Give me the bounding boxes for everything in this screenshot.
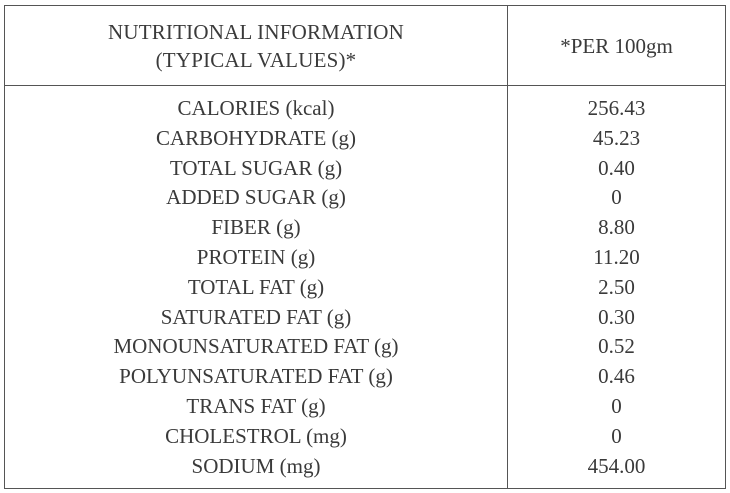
nutrition-table: NUTRITIONAL INFORMATION (TYPICAL VALUES)… [4,5,726,489]
table-row: POLYUNSATURATED FAT (g) 0.46 [5,362,725,392]
table-row: TOTAL FAT (g) 2.50 [5,273,725,303]
nutrient-label: TOTAL FAT (g) [187,274,325,299]
nutrient-value: 256.43 [587,96,646,120]
nutrient-label: CARBOHYDRATE (g) [155,125,357,150]
nutrient-label: SATURATED FAT (g) [160,304,352,329]
table-body: CALORIES (kcal) 256.43 CARBOHYDRATE (g) … [5,94,725,481]
nutrient-label: TRANS FAT (g) [186,393,326,418]
nutrient-value: 454.00 [587,453,646,478]
column-divider [507,6,508,488]
table-header-row: NUTRITIONAL INFORMATION (TYPICAL VALUES)… [5,6,725,86]
nutrient-value: 0.52 [598,334,635,359]
nutrient-value: 11.20 [593,244,640,269]
header-nutrient-subtitle: (TYPICAL VALUES)* [155,48,357,72]
nutrient-value: 0 [611,423,622,448]
header-nutrient-title: NUTRITIONAL INFORMATION [107,20,405,44]
nutrient-label: POLYUNSATURATED FAT (g) [119,364,393,389]
table-row: MONOUNSATURATED FAT (g) 0.52 [5,332,725,362]
nutrient-label: MONOUNSATURATED FAT (g) [113,334,399,359]
nutrient-value: 0 [611,185,622,210]
table-row: PROTEIN (g) 11.20 [5,243,725,273]
header-value-title: *PER 100gm [560,33,673,58]
nutrient-value: 2.50 [598,274,635,299]
header-nutrient-column: NUTRITIONAL INFORMATION (TYPICAL VALUES)… [5,6,507,86]
table-row: ADDED SUGAR (g) 0 [5,183,725,213]
nutrient-label: TOTAL SUGAR (g) [169,155,343,180]
header-value-column: *PER 100gm [508,6,725,86]
nutrient-value: 8.80 [598,215,635,240]
table-row: CHOLESTROL (mg) 0 [5,422,725,452]
table-row: SODIUM (mg) 454.00 [5,452,725,482]
nutrient-label: ADDED SUGAR (g) [166,185,346,210]
nutrient-label: SODIUM (mg) [191,453,321,478]
nutrient-label: CHOLESTROL (mg) [165,423,347,448]
nutrient-value: 45.23 [592,125,641,150]
nutrient-value: 0.30 [598,304,635,329]
nutrient-value: 0.40 [598,155,635,180]
nutrient-value: 0 [611,393,622,418]
table-row: TRANS FAT (g) 0 [5,392,725,422]
table-row: FIBER (g) 8.80 [5,213,725,243]
table-row: CARBOHYDRATE (g) 45.23 [5,124,725,154]
nutrient-label: PROTEIN (g) [196,244,316,269]
nutrient-label: FIBER (g) [211,215,301,240]
table-row: SATURATED FAT (g) 0.30 [5,303,725,333]
nutrient-value: 0.46 [598,364,635,389]
nutrient-label: CALORIES (kcal) [177,96,335,120]
table-row: CALORIES (kcal) 256.43 [5,94,725,124]
table-row: TOTAL SUGAR (g) 0.40 [5,154,725,184]
